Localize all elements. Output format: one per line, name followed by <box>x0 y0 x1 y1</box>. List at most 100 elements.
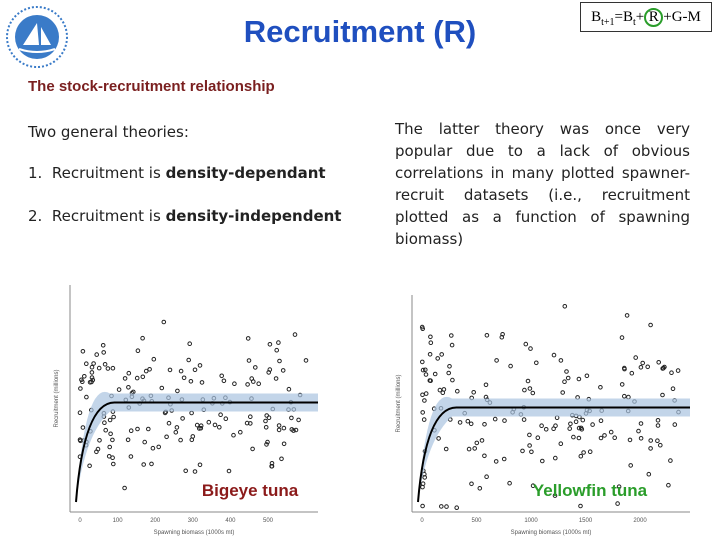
scatter-dot <box>420 503 425 509</box>
scatter-dot <box>303 358 309 363</box>
scatter-dot <box>142 439 147 445</box>
scatter-dot <box>474 440 480 446</box>
scatter-dot <box>528 346 533 351</box>
scatter-dot <box>135 426 140 432</box>
scatter-dot <box>658 442 663 448</box>
scatter-dot <box>420 367 426 373</box>
item-text: Recruitment is <box>51 164 166 182</box>
scatter-dot <box>245 336 251 341</box>
scatter-dot <box>441 387 447 392</box>
scatter-dot <box>97 438 102 443</box>
y-axis-label: Recruitment (millions) <box>54 369 60 427</box>
scatter-dot <box>553 455 558 461</box>
scatter-dot <box>264 442 269 447</box>
scatter-dot <box>221 378 227 384</box>
scatter-dot <box>492 416 498 422</box>
scatter-dot <box>245 382 250 387</box>
scatter-dot <box>437 387 443 393</box>
scatter-dot <box>508 363 513 369</box>
scatter-dot <box>648 446 653 451</box>
scatter-dot <box>587 449 593 454</box>
scatter-dot <box>94 352 99 357</box>
scatter-dot <box>530 390 536 396</box>
scatter-dot <box>420 326 426 332</box>
scatter-dot <box>564 369 569 374</box>
scatter-dot <box>439 352 445 357</box>
scatter-dot <box>428 340 434 346</box>
scatter-dot <box>78 438 83 444</box>
scatter-dot <box>253 365 258 370</box>
scatter-dot <box>107 444 112 450</box>
scatter-dot <box>206 419 212 425</box>
scatter-dot <box>523 341 529 347</box>
formula-part: + <box>635 9 645 25</box>
scatter-dot <box>190 434 196 439</box>
figures: 0 100 200 300 400 500 Spawning biomass (1000s … <box>54 285 690 536</box>
scatter-dot <box>232 381 237 386</box>
scatter-dot <box>192 469 198 474</box>
scatter-dot <box>581 450 586 455</box>
scatter-dot <box>102 420 107 425</box>
scatter-dot <box>527 443 532 448</box>
scatter-dot <box>469 481 474 487</box>
scatter-dot <box>269 464 274 469</box>
scatter-dot <box>164 434 169 440</box>
scatter-dot <box>527 432 532 438</box>
scatter-dot <box>558 441 564 446</box>
scatter-dot <box>500 332 505 337</box>
scatter-dot <box>479 438 485 443</box>
scatter-dot <box>457 420 463 425</box>
x-tick-label: 1000 <box>524 518 538 524</box>
scatter-dot <box>670 386 676 391</box>
x-tick-label: 0 <box>78 518 82 524</box>
title: Recruitment (R) <box>243 14 477 49</box>
item-bold: density-independent <box>165 207 342 225</box>
scatter-dot <box>578 503 583 509</box>
scatter-dot <box>507 480 512 486</box>
scatter-dot <box>246 358 252 363</box>
scatter-dot <box>501 456 507 462</box>
scatter-dot <box>122 376 128 381</box>
scatter-dot <box>615 501 620 506</box>
scatter-dot <box>78 386 83 391</box>
scatter-dot <box>472 446 478 451</box>
scatter-dot <box>629 370 635 376</box>
scatter-dot <box>159 385 165 391</box>
scatter-dot <box>269 461 275 466</box>
scatter-dot <box>103 427 108 433</box>
scatter-dot <box>91 361 96 366</box>
scatter-dot <box>174 425 180 430</box>
scatter-dot <box>529 449 534 455</box>
scatter-dot <box>101 350 106 355</box>
scatter-dot <box>217 424 222 430</box>
scatter-dot <box>619 335 625 340</box>
scatter-dot <box>161 319 167 325</box>
scatter-dot <box>648 322 653 328</box>
item-bold: density-dependant <box>165 164 326 182</box>
list-item: 1. Recruitment is density-dependant <box>28 164 326 182</box>
scatter-dot <box>646 471 652 477</box>
scatter-dot <box>110 437 115 443</box>
scatter-dot <box>151 356 157 362</box>
scatter-dot <box>602 433 607 438</box>
scatter-dot <box>111 414 116 420</box>
scatter-dot <box>95 446 101 452</box>
scatter-dot <box>289 415 294 421</box>
scatter-dot <box>551 352 557 358</box>
x-tick-label: 200 <box>150 518 161 524</box>
scatter-dot <box>535 435 541 440</box>
scatter-dot <box>567 426 573 431</box>
scatter-dot <box>466 446 472 452</box>
scatter-dot <box>293 427 299 433</box>
scatter-dot <box>543 427 549 432</box>
scatter-dot <box>143 368 149 374</box>
scatter-dot <box>668 458 673 463</box>
scatter-dot <box>110 455 115 460</box>
scatter-dot <box>626 394 631 400</box>
scatter-dot <box>279 456 284 462</box>
scatter-dot <box>149 461 154 467</box>
species-label: Yellowfin tuna <box>533 481 648 500</box>
scatter-dot <box>281 425 287 431</box>
scatter-dot <box>128 454 134 459</box>
scatter-dot <box>423 372 429 377</box>
